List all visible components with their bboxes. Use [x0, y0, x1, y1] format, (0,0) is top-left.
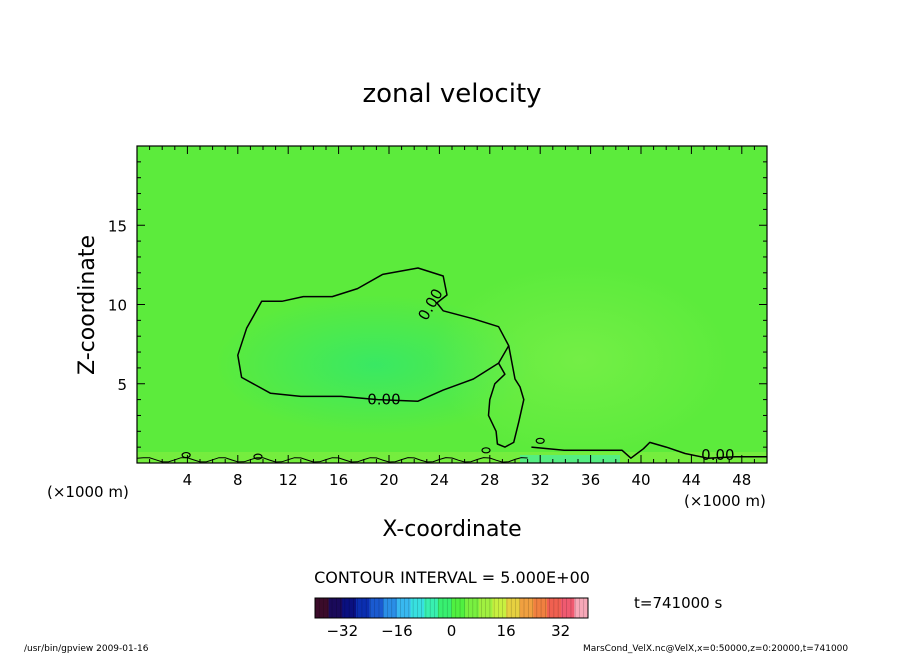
- x-tick-label: 32: [531, 471, 550, 489]
- contour-interval-text: CONTOUR INTERVAL = 5.000E+00: [314, 568, 590, 587]
- x-axis-ticks: 4 8 12 16 20 24 28 32 36 40 44 48: [149, 146, 755, 489]
- colorbar-cell: [519, 598, 534, 618]
- x-tick-label: 48: [732, 471, 751, 489]
- colorbar-cell: [478, 598, 493, 618]
- footer-left: /usr/bin/gpview 2009-01-16: [24, 644, 149, 654]
- colorbar-cell: [533, 598, 548, 618]
- small-contour: [535, 437, 545, 444]
- zero-contour-lobe: [487, 345, 525, 448]
- chart-title: zonal velocity: [362, 79, 541, 109]
- colorbar-cell: [574, 598, 589, 618]
- colorbar-tick-label: 0: [447, 622, 457, 640]
- y-tick-label: 5: [117, 376, 127, 394]
- x-tick-label: 4: [183, 471, 193, 489]
- colorbar-cell: [437, 598, 452, 618]
- x-tick-label: 8: [233, 471, 243, 489]
- colorbar-tick-label: −32: [326, 622, 358, 640]
- x-axis-label: X-coordinate: [382, 517, 521, 542]
- colorbar-cell: [560, 598, 575, 618]
- field-blob-right: [430, 265, 730, 455]
- colorbar-cell: [315, 598, 329, 618]
- colorbar-cell: [451, 598, 466, 618]
- colorbar-cell: [547, 598, 561, 618]
- small-contour: [253, 453, 263, 460]
- small-contour: [481, 447, 491, 454]
- colorbar: −32 −16 0 16 32: [314, 597, 589, 640]
- x-unit-label-right: (×1000 m): [684, 492, 766, 510]
- colorbar-cell: [328, 598, 343, 618]
- x-tick-label: 44: [682, 471, 701, 489]
- x-tick-label: 40: [631, 471, 650, 489]
- colorbar-cell: [465, 598, 480, 618]
- time-label: t=741000 s: [634, 594, 722, 612]
- colorbar-cell: [424, 598, 439, 618]
- colorbar-cell: [396, 598, 411, 618]
- y-tick-label: 10: [108, 297, 127, 315]
- colorbar-tick-label: −16: [381, 622, 413, 640]
- x-tick-label: 36: [581, 471, 600, 489]
- colorbar-cells: [314, 598, 589, 618]
- field-bottom-cyan: [520, 455, 620, 463]
- zero-contour-main: [237, 267, 510, 402]
- contour-lines: [137, 267, 767, 463]
- x-tick-label: 20: [379, 471, 398, 489]
- x-tick-label: 12: [279, 471, 298, 489]
- colorbar-cell: [410, 598, 425, 618]
- contour-label: 0.00: [367, 391, 400, 409]
- ground-contour: [137, 457, 528, 463]
- colorbar-cell: [369, 598, 384, 618]
- x-tick-label: 16: [329, 471, 348, 489]
- colorbar-ticks: −32 −16 0 16 32: [326, 622, 570, 640]
- x-tick-label: 24: [430, 471, 449, 489]
- contour-label: 0.00: [701, 446, 734, 464]
- x-tick-label: 28: [480, 471, 499, 489]
- x-unit-label: (×1000 m): [47, 483, 129, 501]
- colorbar-cell: [383, 598, 398, 618]
- colorbar-frame: [314, 597, 589, 619]
- colorbar-cell: [492, 598, 507, 618]
- colorbar-tick-label: 32: [551, 622, 570, 640]
- zero-contour-bottom: [531, 441, 767, 459]
- y-axis-label: Z-coordinate: [75, 235, 100, 375]
- colorbar-cell: [342, 598, 357, 618]
- colorbar-tick-label: 16: [497, 622, 516, 640]
- y-tick-label: 15: [108, 217, 127, 235]
- plot-area: 0.000.000.00 4 8 12 16 20 24 28 32 36 40 44 48 5101…: [108, 145, 768, 489]
- colorbar-cell: [506, 598, 521, 618]
- footer-right: MarsCond_VelX.nc@VelX,x=0:50000,z=0:2000…: [583, 644, 848, 654]
- y-axis-ticks: 5 10 15: [108, 161, 767, 448]
- colorbar-cell: [355, 598, 370, 618]
